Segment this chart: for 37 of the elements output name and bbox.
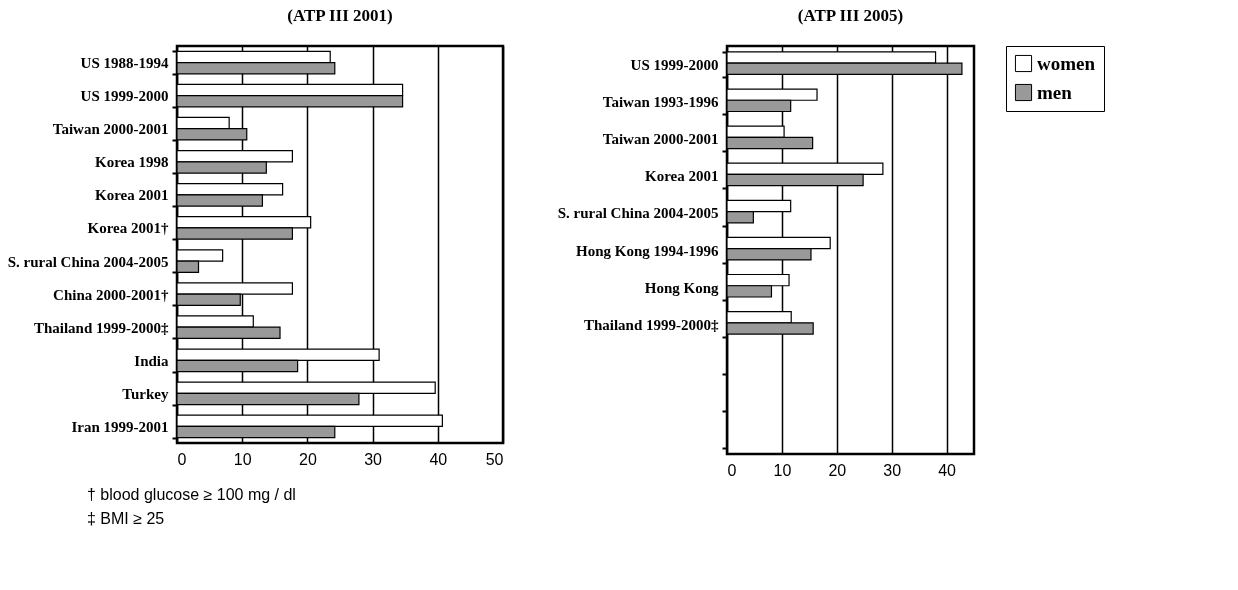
x-tick-label: 40 xyxy=(938,461,957,479)
x-tick-label: 0 xyxy=(177,450,187,468)
x-tick-label: 50 xyxy=(485,450,504,468)
y-tick-label: Korea 2001 xyxy=(95,187,169,204)
y-tick-label: Hong Kong 1994-1996 xyxy=(575,242,719,259)
y-tick-label: Turkey xyxy=(122,385,169,402)
x-tick-label: 10 xyxy=(233,450,252,468)
y-tick-label: India xyxy=(134,352,169,369)
text: ‡ BMI ≥ 25 xyxy=(87,510,165,527)
y-tick-label: Thailand 1999-2000‡ xyxy=(33,319,169,336)
y-tick-label: Korea 1998 xyxy=(95,154,169,171)
chart-title: (ATP III 2001) xyxy=(287,6,393,25)
y-tick-label: Korea 2001† xyxy=(87,220,169,237)
y-tick-label: China 2000-2001† xyxy=(53,286,169,303)
y-tick-label: Thailand 1999-2000‡ xyxy=(583,316,719,333)
y-tick-label: Taiwan 2000-2001 xyxy=(52,121,169,138)
chart-title: (ATP III 2005) xyxy=(797,6,904,25)
text: † blood glucose ≥ 100 mg / dl xyxy=(87,486,296,503)
y-tick-label: US 1988-1994 xyxy=(80,55,169,72)
x-tick-label: 20 xyxy=(828,461,847,479)
legend-label: men xyxy=(1037,81,1073,103)
y-tick-label: Taiwan 2000-2001 xyxy=(602,131,719,148)
y-tick-label: S. rural China 2004-2005 xyxy=(7,253,169,270)
y-tick-label: S. rural China 2004-2005 xyxy=(557,205,719,222)
y-tick-label: US 1999-2000 xyxy=(630,57,719,74)
x-tick-label: 20 xyxy=(299,450,317,468)
y-tick-label: Iran 1999-2001 xyxy=(71,418,169,435)
y-tick-label: Hong Kong xyxy=(644,279,719,296)
x-tick-label: 10 xyxy=(773,461,792,479)
y-tick-label: Korea 2001 xyxy=(645,168,719,185)
x-tick-label: 30 xyxy=(883,461,902,479)
legend-label: women xyxy=(1037,52,1096,74)
x-tick-label: 30 xyxy=(364,450,383,468)
x-tick-label: 40 xyxy=(429,450,448,468)
x-tick-label: 0 xyxy=(727,461,737,479)
y-tick-label: Taiwan 1993-1996 xyxy=(602,94,719,111)
y-tick-label: US 1999-2000 xyxy=(80,88,169,105)
